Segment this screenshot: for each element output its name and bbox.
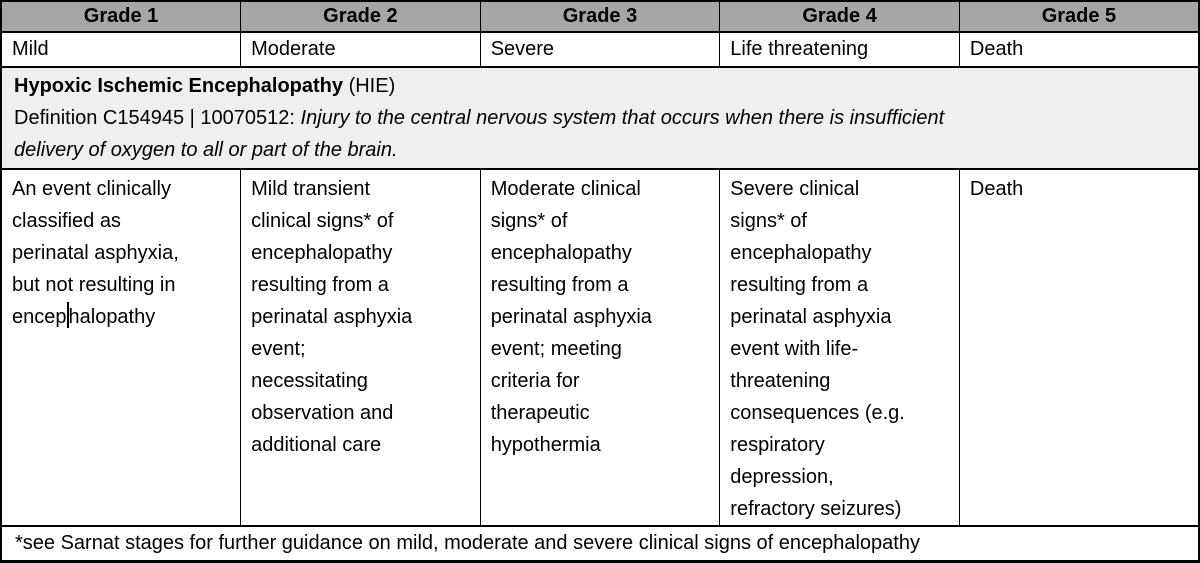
grade-4-header: Grade 4 xyxy=(719,0,960,33)
grade-5-description-text: Death xyxy=(969,178,1024,200)
definition-text-line: Definition C154945 | 10070512: Injury to… xyxy=(14,102,1119,166)
footnote-text: *see Sarnat stages for further guidance … xyxy=(15,531,920,554)
severity-cell-moderate: Moderate xyxy=(240,31,481,68)
definition-cell: Hypoxic Ischemic Encephalopathy (HIE) De… xyxy=(0,66,1200,170)
grade-2-description-cell: Mild transient clinical signs* of enceph… xyxy=(240,168,481,527)
severity-cell-death: Death xyxy=(958,31,1200,68)
term-line: Hypoxic Ischemic Encephalopathy (HIE) xyxy=(14,70,1186,102)
severity-cell-severe: Severe xyxy=(479,31,721,68)
definition-row: Hypoxic Ischemic Encephalopathy (HIE) De… xyxy=(0,66,1200,170)
grade-description-row: An event clinically classified as perina… xyxy=(0,168,1200,527)
severity-row: Mild Moderate Severe Life threatening De… xyxy=(0,31,1200,68)
severity-cell-life-threatening: Life threatening xyxy=(719,31,960,68)
severity-cell-mild: Mild xyxy=(0,31,242,68)
grade-2-description-text: Mild transient clinical signs* of enceph… xyxy=(251,178,413,456)
term-name: Hypoxic Ischemic Encephalopathy xyxy=(14,75,343,97)
grade-4-description-cell: Severe clinical signs* of encephalopathy… xyxy=(719,168,960,527)
grade-3-description-text: Moderate clinical signs* of encephalopat… xyxy=(490,178,652,456)
grade-2-header: Grade 2 xyxy=(240,0,481,33)
grade-1-header: Grade 1 xyxy=(0,0,242,33)
grade-3-description-cell: Moderate clinical signs* of encephalopat… xyxy=(479,168,721,527)
text-cursor xyxy=(66,302,69,328)
grade-header-row: Grade 1 Grade 2 Grade 3 Grade 4 Grade 5 xyxy=(0,0,1200,33)
grade-1-description-text: An event clinically classified as perina… xyxy=(12,178,179,328)
grade-5-description-cell: Death xyxy=(958,168,1200,527)
grade-1-description-cell: An event clinically classified as perina… xyxy=(0,168,242,527)
definition-text: Injury to the central nervous system tha… xyxy=(14,107,945,161)
grade-4-description-text: Severe clinical signs* of encephalopathy… xyxy=(730,178,905,520)
term-abbreviation: (HIE) xyxy=(348,75,396,97)
grade-5-header: Grade 5 xyxy=(958,0,1200,33)
definition-codes: Definition C154945 | 10070512: xyxy=(14,107,295,129)
grade-3-header: Grade 3 xyxy=(479,0,721,33)
grade-1-description-text-after-cursor: halopathy xyxy=(68,306,156,328)
